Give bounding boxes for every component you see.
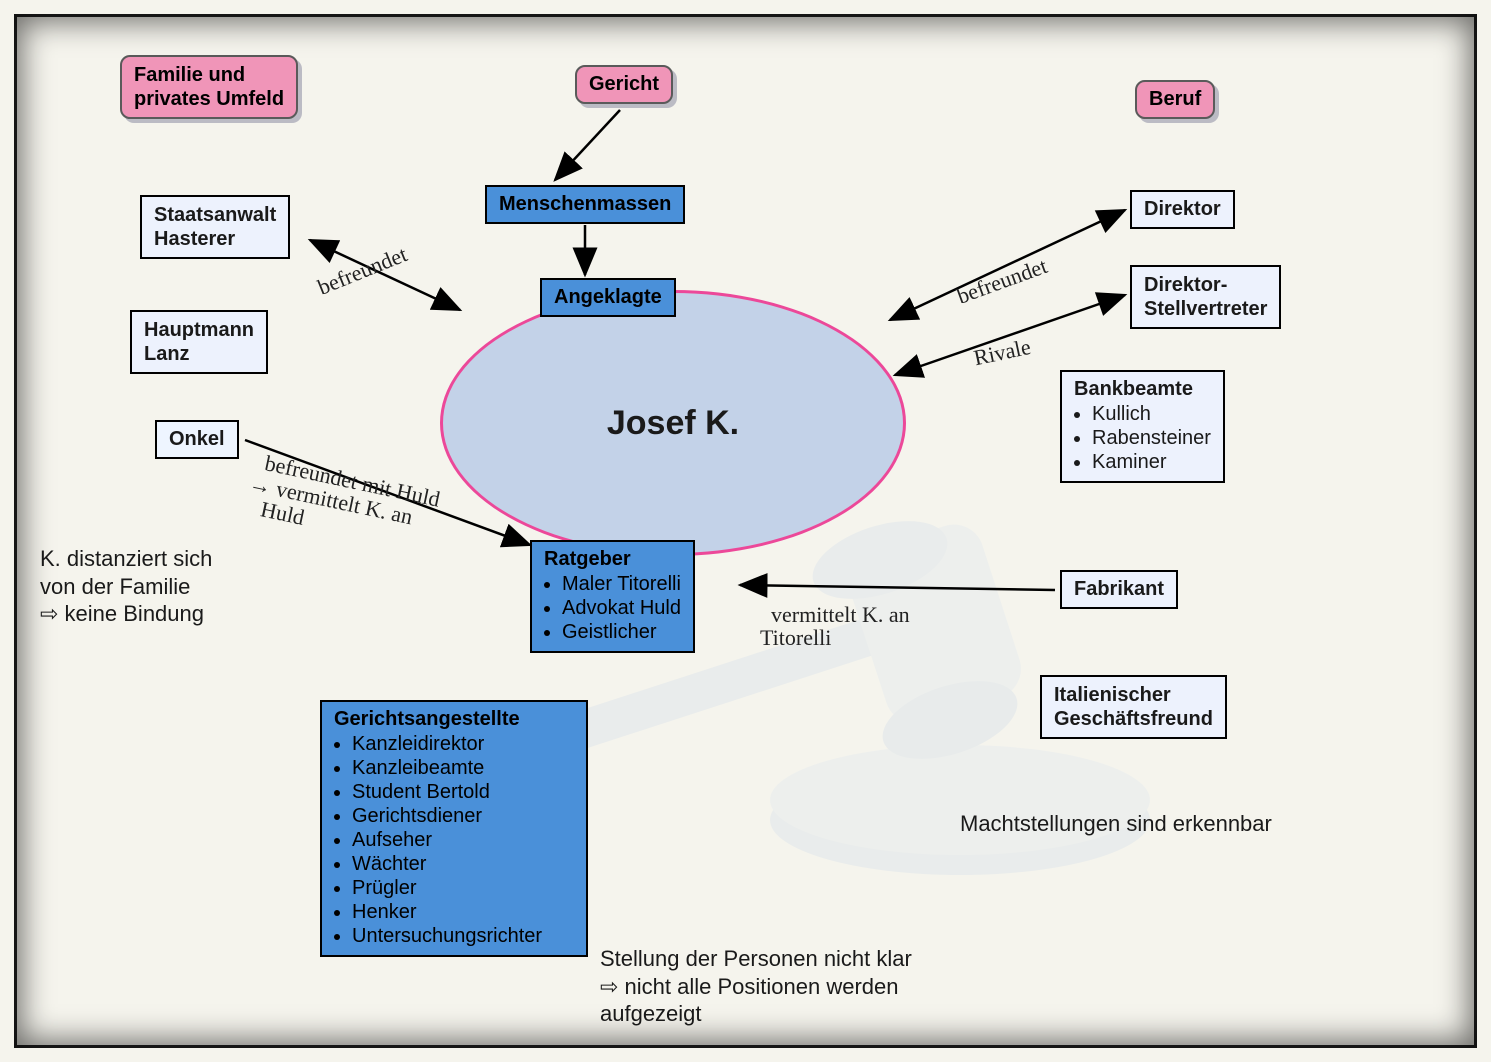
node-gerichtsangestellte: Gerichtsangestellte Kanzleidirektor Kanz… [320,700,588,957]
node-angeklagte: Angeklagte [540,278,676,317]
edge-label-titorelli: vermittelt K. an Titorelli [760,580,910,649]
center-node-josef-k: Josef K. [440,290,906,556]
node-bankbeamte: Bankbeamte Kullich Rabensteiner Kaminer [1060,370,1225,483]
node-lanz: Hauptmann Lanz [130,310,268,374]
edge-label-befreundet-left: befreundet [294,217,411,305]
edge-label-befreundet-right: befreundet [934,229,1051,314]
header-familie: Familie und privates Umfeld [120,55,298,119]
node-hasterer: Staatsanwalt Hasterer [140,195,290,259]
ratgeber-list: Maler Titorelli Advokat Huld Geistlicher [544,573,681,644]
note-stellung-unklar: Stellung der Personen nicht klar ⇨ nicht… [600,945,912,1028]
node-fabrikant: Fabrikant [1060,570,1178,609]
node-stellvertreter: Direktor- Stellvertreter [1130,265,1281,329]
node-italienischer: Italienischer Geschäftsfreund [1040,675,1227,739]
center-label: Josef K. [607,404,739,443]
gerichtsangestellte-list: Kanzleidirektor Kanzleibeamte Student Be… [334,733,574,948]
node-ratgeber: Ratgeber Maler Titorelli Advokat Huld Ge… [530,540,695,653]
header-gericht: Gericht [575,65,673,104]
bankbeamte-list: Kullich Rabensteiner Kaminer [1074,403,1211,474]
edge-label-onkel-huld: befreundet mit Huld → vermittelt K. an H… [242,426,446,556]
node-menschenmassen: Menschenmassen [485,185,685,224]
header-beruf: Beruf [1135,80,1215,119]
edge-label-rivale: Rivale [955,308,1033,373]
note-machtstellungen: Machtstellungen sind erkennbar [960,810,1272,838]
note-familie-distanz: K. distanziert sich von der Familie ⇨ ke… [40,545,212,628]
node-onkel: Onkel [155,420,239,459]
node-direktor: Direktor [1130,190,1235,229]
